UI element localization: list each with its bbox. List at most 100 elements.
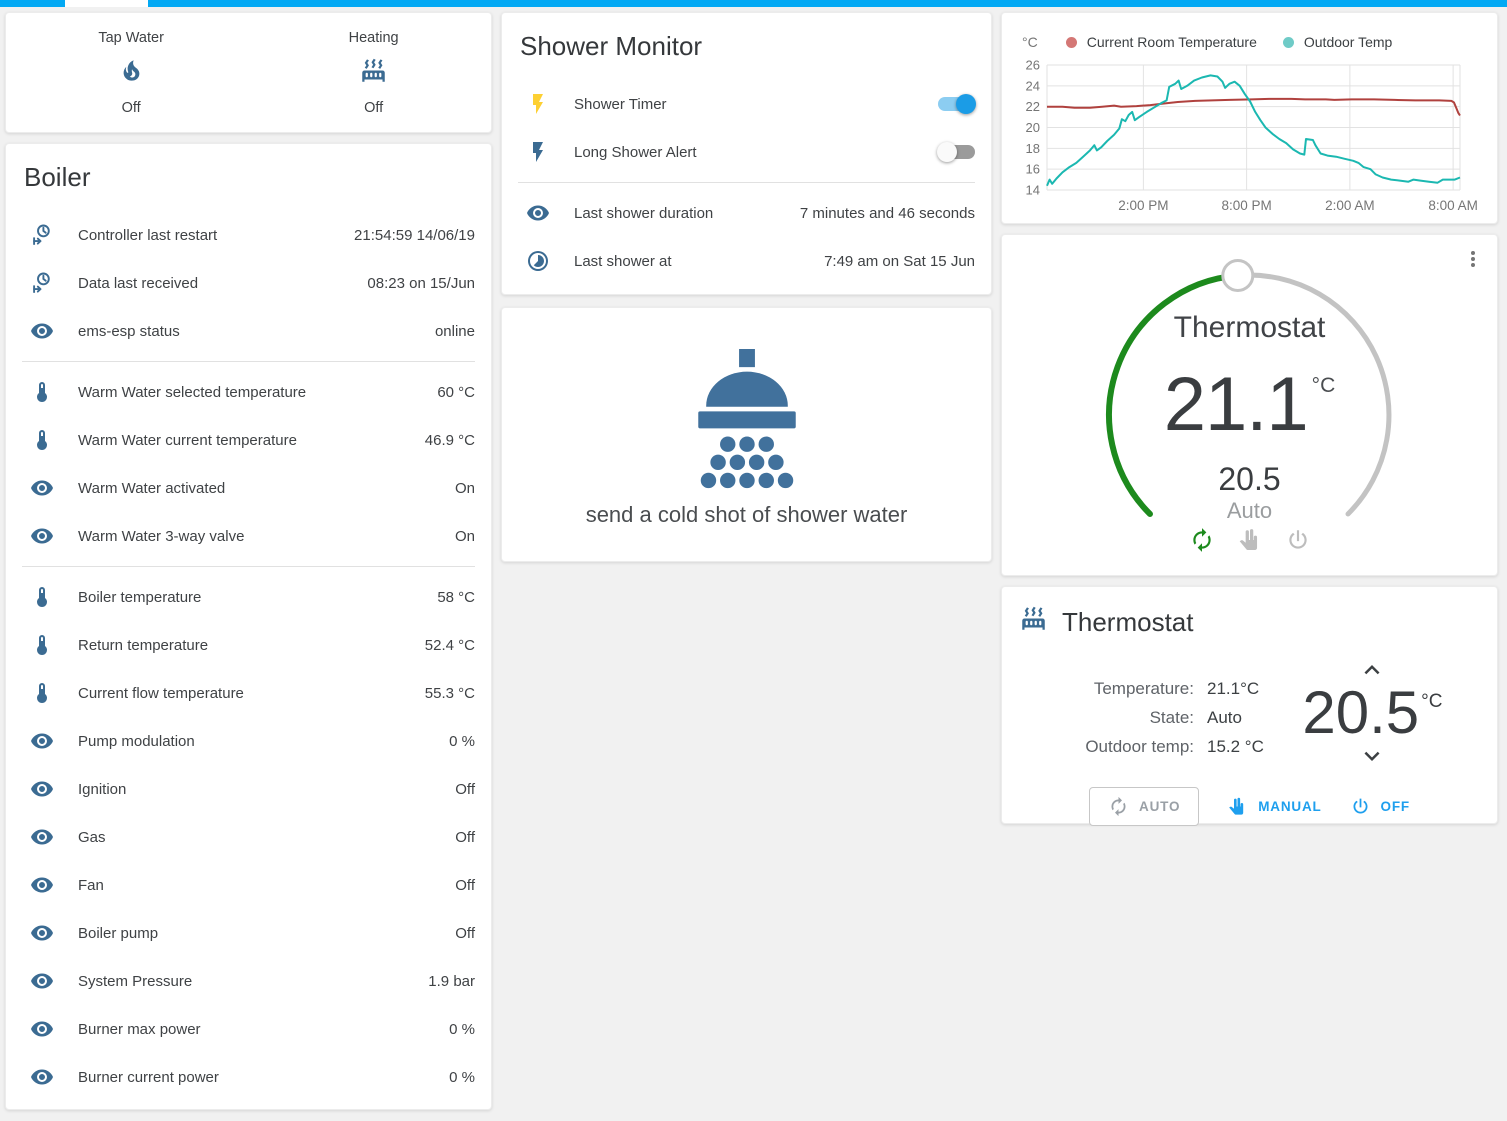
entity-value: 7:49 am on Sat 15 Jun	[824, 252, 975, 270]
shower-action-card[interactable]: send a cold shot of shower water	[501, 307, 992, 562]
entity-row[interactable]: Fan Off	[22, 861, 475, 909]
dashboard: Tap Water Off Heating Off Boiler Control…	[0, 7, 1507, 1110]
entity-row[interactable]: Burner max power 0 %	[22, 1005, 475, 1053]
entity-label: Fan	[78, 876, 104, 894]
entity-value: Off	[455, 924, 475, 942]
radiator-icon	[1022, 606, 1045, 630]
entity-row[interactable]: Last shower at 7:49 am on Sat 15 Jun	[518, 237, 975, 285]
divider	[518, 182, 975, 183]
auto-button[interactable]: AUTO	[1089, 787, 1200, 826]
toggle-knob	[956, 94, 976, 114]
entity-label: Pump modulation	[78, 732, 195, 750]
eye-icon	[31, 528, 53, 544]
eye-icon	[31, 733, 53, 749]
glance-item-tap-water[interactable]: Tap Water Off	[98, 30, 164, 116]
entity-row[interactable]: Last shower duration 7 minutes and 46 sec…	[518, 189, 975, 237]
clock-start-icon	[33, 224, 50, 245]
entity-value: 0 %	[449, 1020, 475, 1038]
entity-value: 0 %	[449, 1068, 475, 1086]
svg-text:26: 26	[1026, 58, 1040, 73]
entity-row[interactable]: Burner current power 0 %	[22, 1053, 475, 1101]
info-label: Temperature:	[1093, 679, 1194, 698]
entity-value: 55.3 °C	[424, 684, 475, 702]
dial-knob[interactable]	[1221, 259, 1255, 292]
svg-text:2:00 PM: 2:00 PM	[1118, 198, 1168, 213]
entity-row[interactable]: Current flow temperature 55.3 °C	[22, 669, 475, 717]
shower-entity-list: Shower Timer Long Shower Alert Last shower…	[518, 80, 976, 285]
thermostat-mode-buttons: AUTO MANUAL OFF	[1018, 787, 1481, 826]
glance-card: Tap Water Off Heating Off	[5, 12, 492, 133]
toggle-switch[interactable]	[937, 142, 975, 162]
thermometer-icon	[37, 430, 47, 450]
entity-label: Return temperature	[78, 636, 209, 654]
temperature-chart: 26 24 22 20 18 16 14 2:00 PM 8:00 PM 2:00 AM 8:00 …	[1026, 58, 1478, 214]
entity-row[interactable]: Gas Off	[22, 813, 475, 861]
entity-value: 46.9 °C	[424, 431, 475, 449]
dial-mode-manual-button[interactable]	[1237, 527, 1263, 553]
button-label: MANUAL	[1258, 799, 1322, 814]
legend-dot-icon	[1065, 36, 1077, 48]
entity-row[interactable]: Data last received 08:23 on 15/Jun	[22, 259, 475, 307]
eye-icon	[31, 1069, 53, 1085]
dial-mode-off-button[interactable]	[1285, 527, 1311, 553]
off-button[interactable]: OFF	[1349, 796, 1410, 817]
boiler-card: Boiler Controller last restart 21:54:59 1…	[5, 143, 492, 1110]
manual-button[interactable]: MANUAL	[1227, 796, 1322, 817]
entity-row[interactable]: Warm Water current temperature 46.9 °C	[22, 416, 475, 464]
entity-label: Burner current power	[78, 1068, 219, 1086]
info-label: Outdoor temp:	[1085, 737, 1194, 756]
entity-row[interactable]: Long Shower Alert	[518, 128, 975, 176]
eye-icon	[31, 1021, 53, 1037]
entity-value: 21:54:59 14/06/19	[354, 226, 475, 244]
eye-icon	[31, 877, 53, 893]
history-chart-card: °C Current Room Temperature Outdoor Temp …	[1001, 12, 1498, 224]
entity-row[interactable]: Controller last restart 21:54:59 14/06/19	[22, 211, 475, 259]
svg-text:20: 20	[1026, 120, 1040, 135]
entity-row[interactable]: System Pressure 1.9 bar	[22, 957, 475, 1005]
entity-row[interactable]: ems-esp status online	[22, 307, 475, 355]
entity-value: 1.9 bar	[428, 972, 475, 990]
svg-text:8:00 AM: 8:00 AM	[1428, 198, 1478, 213]
chevron-up-icon	[1364, 665, 1380, 675]
legend-item: Current Room Temperature	[1065, 34, 1257, 50]
entity-row[interactable]: Warm Water selected temperature 60 °C	[22, 368, 475, 416]
entity-row[interactable]: Boiler pump Off	[22, 909, 475, 957]
flash-icon	[533, 94, 543, 114]
column-left: Tap Water Off Heating Off Boiler Control…	[5, 12, 492, 1110]
chevron-up-icon[interactable]	[1357, 655, 1387, 685]
entity-label: Data last received	[78, 274, 199, 292]
shower-head-icon	[697, 348, 796, 488]
dial-target-temperature: 20.5	[1218, 461, 1281, 497]
thermostat-dial	[1106, 259, 1392, 517]
entity-label: Controller last restart	[78, 226, 218, 244]
legend-label: Outdoor Temp	[1303, 34, 1393, 50]
dial-mode-auto-button[interactable]	[1189, 527, 1215, 553]
entity-label: Warm Water selected temperature	[78, 383, 307, 401]
entity-row[interactable]: Pump modulation 0 %	[22, 717, 475, 765]
glance-item-heating[interactable]: Heating Off	[349, 30, 399, 116]
chevron-down-icon[interactable]	[1357, 741, 1387, 771]
entity-value: online	[434, 322, 475, 340]
svg-text:24: 24	[1026, 78, 1040, 93]
card-title: Boiler	[24, 162, 91, 192]
setpoint-control: 20.5 °C	[1264, 655, 1481, 771]
entity-row[interactable]: Boiler temperature 58 °C	[22, 573, 475, 621]
entity-label: Current flow temperature	[78, 684, 244, 702]
toggle-switch[interactable]	[938, 94, 976, 114]
thermostat-control-card: Thermostat Temperature: 21.1°C State: Au…	[1001, 586, 1498, 826]
thermostat-title: Thermostat	[1062, 606, 1194, 637]
entity-row[interactable]: Return temperature 52.4 °C	[22, 621, 475, 669]
dots-vertical-icon[interactable]	[1461, 247, 1485, 271]
thermostat-info: Temperature: 21.1°C State: Auto Outdoor …	[1042, 679, 1264, 771]
entity-row[interactable]: Ignition Off	[22, 765, 475, 813]
entity-label: Warm Water 3-way valve	[78, 527, 245, 545]
eye-icon	[31, 323, 53, 339]
entity-row[interactable]: Warm Water 3-way valve On	[22, 512, 475, 560]
eye-icon	[31, 480, 53, 496]
thermostat-dial-card: Thermostat 21.1 °C 20.5 Auto	[1001, 234, 1498, 576]
svg-text:18: 18	[1026, 141, 1040, 156]
entity-row[interactable]: Warm Water activated On	[22, 464, 475, 512]
entity-row[interactable]: Shower Timer	[518, 80, 976, 128]
entity-label: Warm Water current temperature	[78, 431, 297, 449]
chart-legend: °C Current Room Temperature Outdoor Temp	[1022, 31, 1485, 53]
